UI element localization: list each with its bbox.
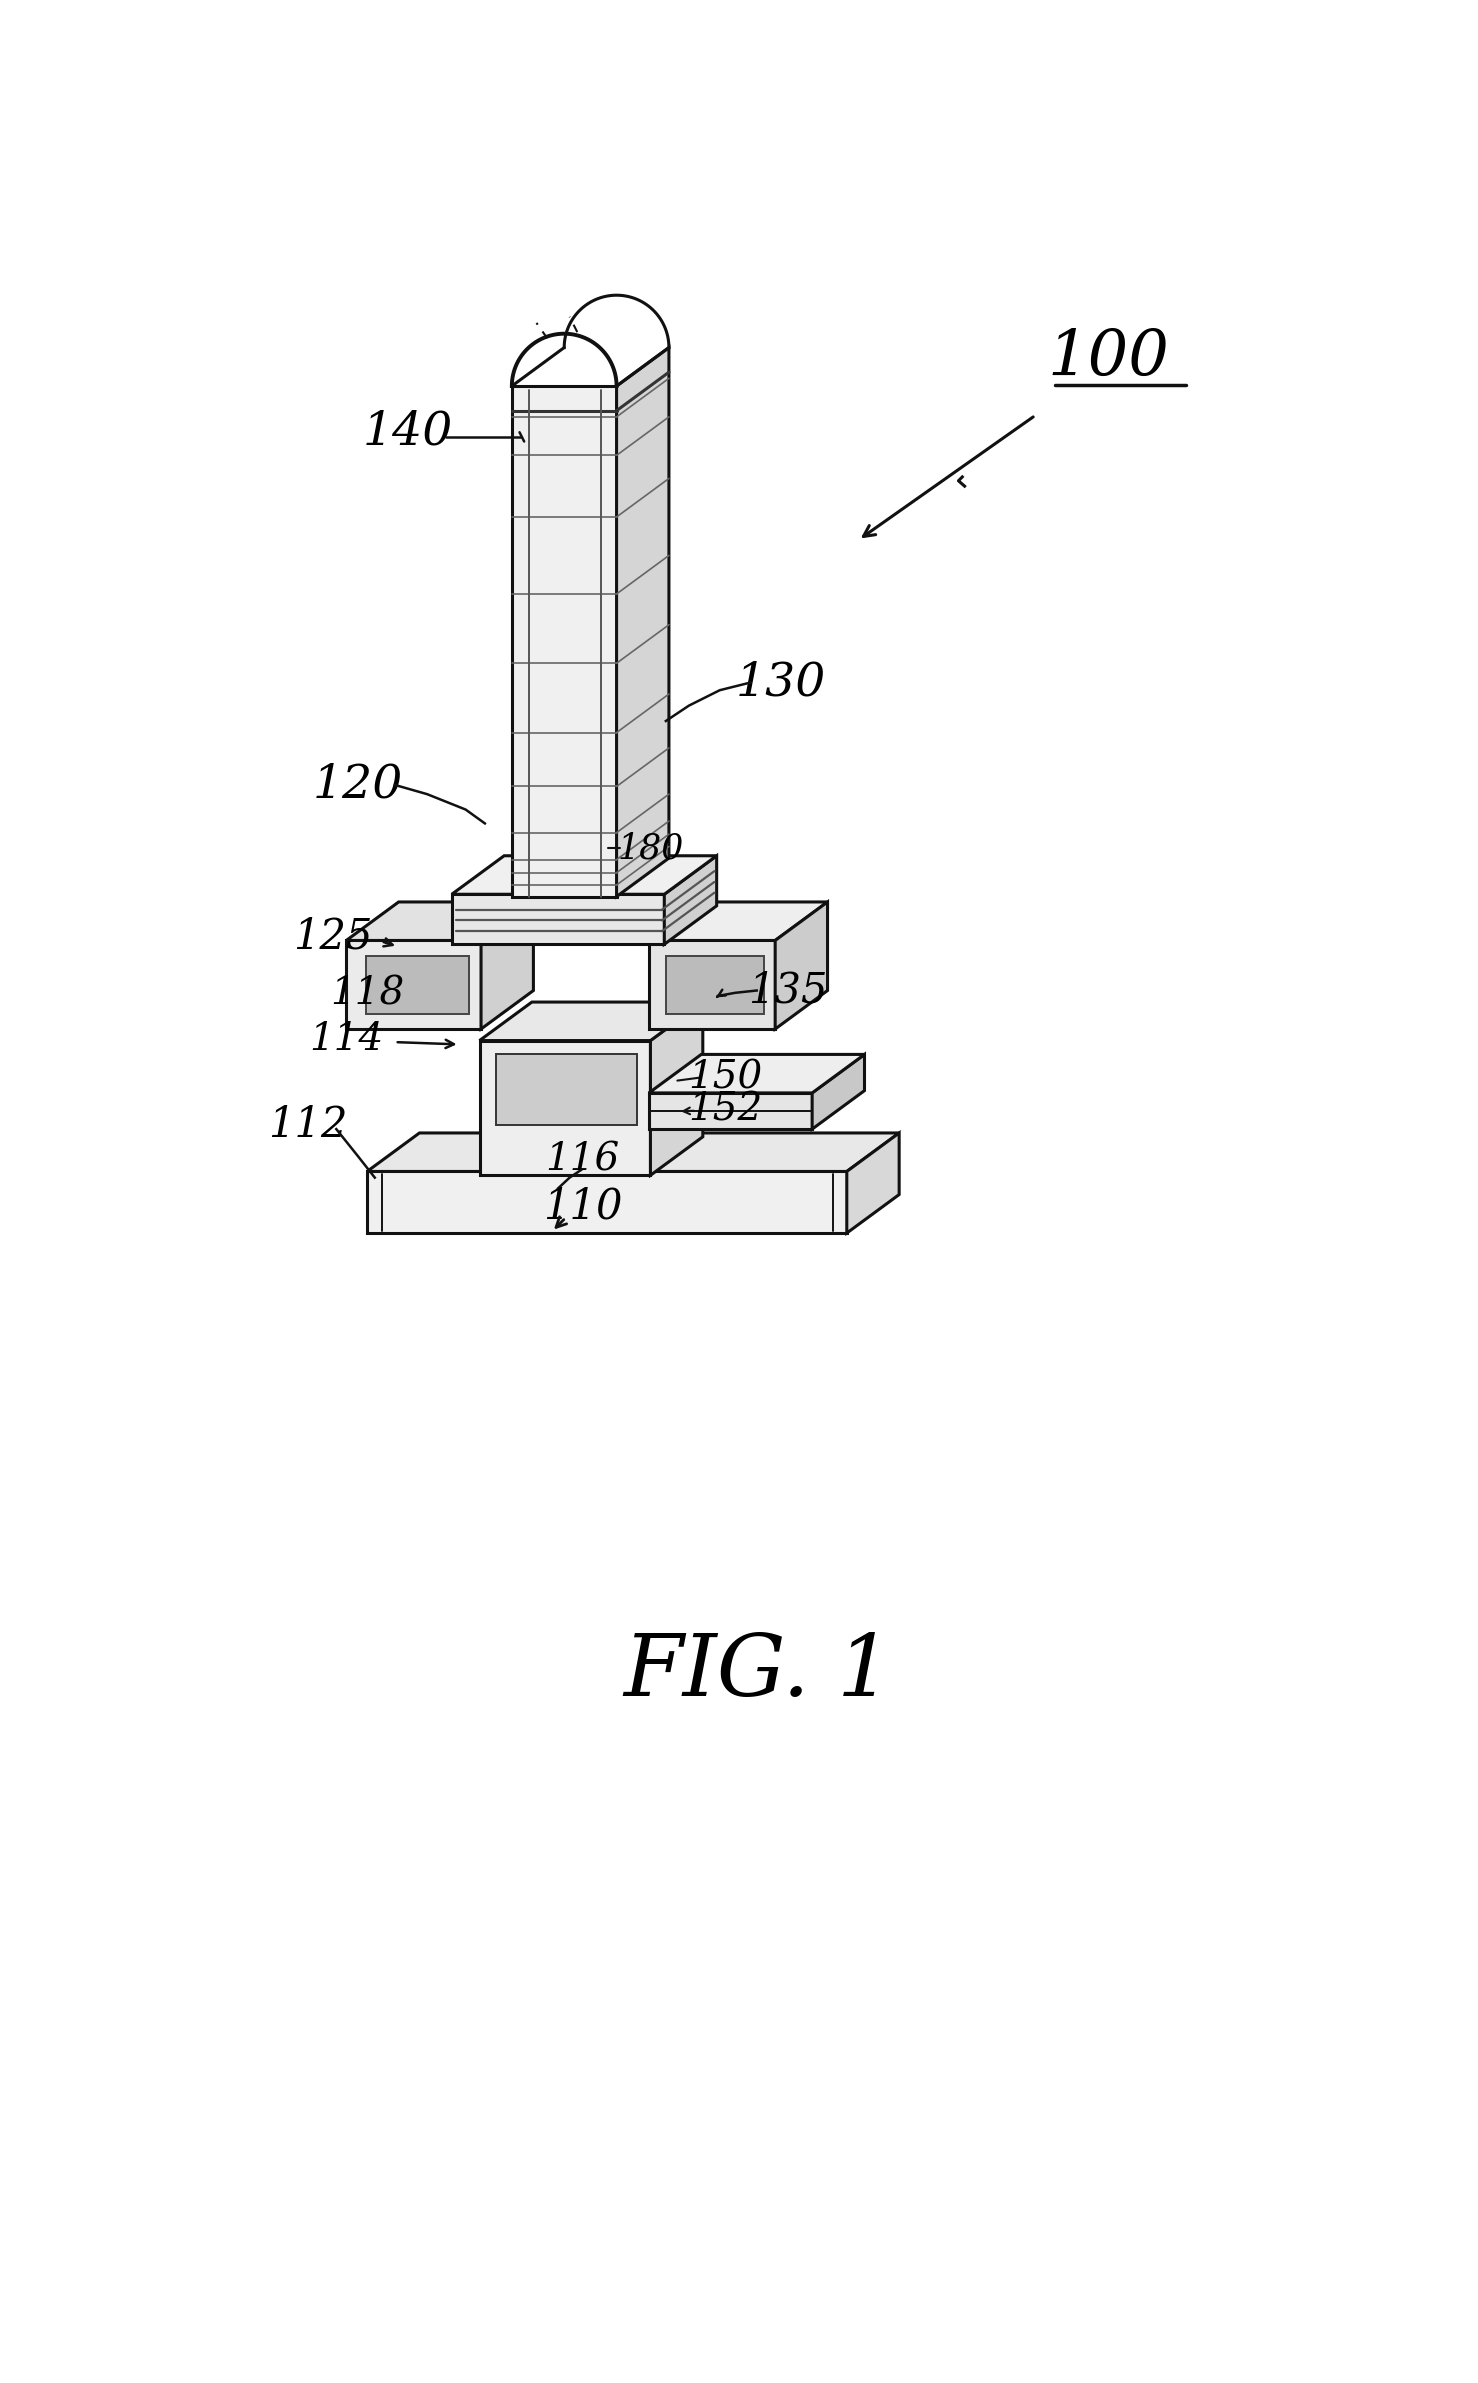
Text: 114: 114 (309, 1020, 383, 1058)
Polygon shape (616, 348, 670, 896)
Polygon shape (511, 386, 616, 896)
Polygon shape (479, 1003, 704, 1041)
Polygon shape (847, 1132, 899, 1232)
Polygon shape (365, 956, 470, 1013)
Text: 152: 152 (689, 1091, 763, 1130)
Polygon shape (649, 1094, 811, 1130)
Text: 180: 180 (618, 832, 684, 865)
Text: 125: 125 (294, 915, 372, 958)
Polygon shape (480, 901, 534, 1029)
Polygon shape (667, 956, 764, 1013)
Polygon shape (479, 1041, 650, 1175)
Polygon shape (649, 1053, 865, 1094)
Text: 112: 112 (268, 1103, 347, 1146)
Text: 110: 110 (542, 1184, 622, 1227)
Polygon shape (649, 941, 774, 1029)
Polygon shape (497, 1053, 637, 1125)
Text: FIG. 1: FIG. 1 (624, 1630, 891, 1713)
Text: 140: 140 (362, 410, 454, 455)
Polygon shape (367, 1132, 899, 1172)
Polygon shape (774, 901, 828, 1029)
Polygon shape (664, 855, 717, 944)
Text: 135: 135 (748, 970, 828, 1010)
Text: 120: 120 (313, 763, 403, 808)
Polygon shape (650, 1003, 704, 1175)
Polygon shape (649, 901, 828, 941)
Text: 130: 130 (736, 660, 826, 705)
Polygon shape (452, 855, 717, 894)
Polygon shape (452, 894, 664, 944)
Text: 116: 116 (545, 1141, 619, 1180)
Text: 150: 150 (689, 1058, 763, 1096)
Polygon shape (811, 1053, 865, 1130)
Polygon shape (367, 1172, 847, 1232)
Polygon shape (346, 901, 534, 941)
Polygon shape (346, 941, 480, 1029)
Text: 118: 118 (330, 977, 403, 1013)
Text: 100: 100 (1048, 329, 1169, 391)
